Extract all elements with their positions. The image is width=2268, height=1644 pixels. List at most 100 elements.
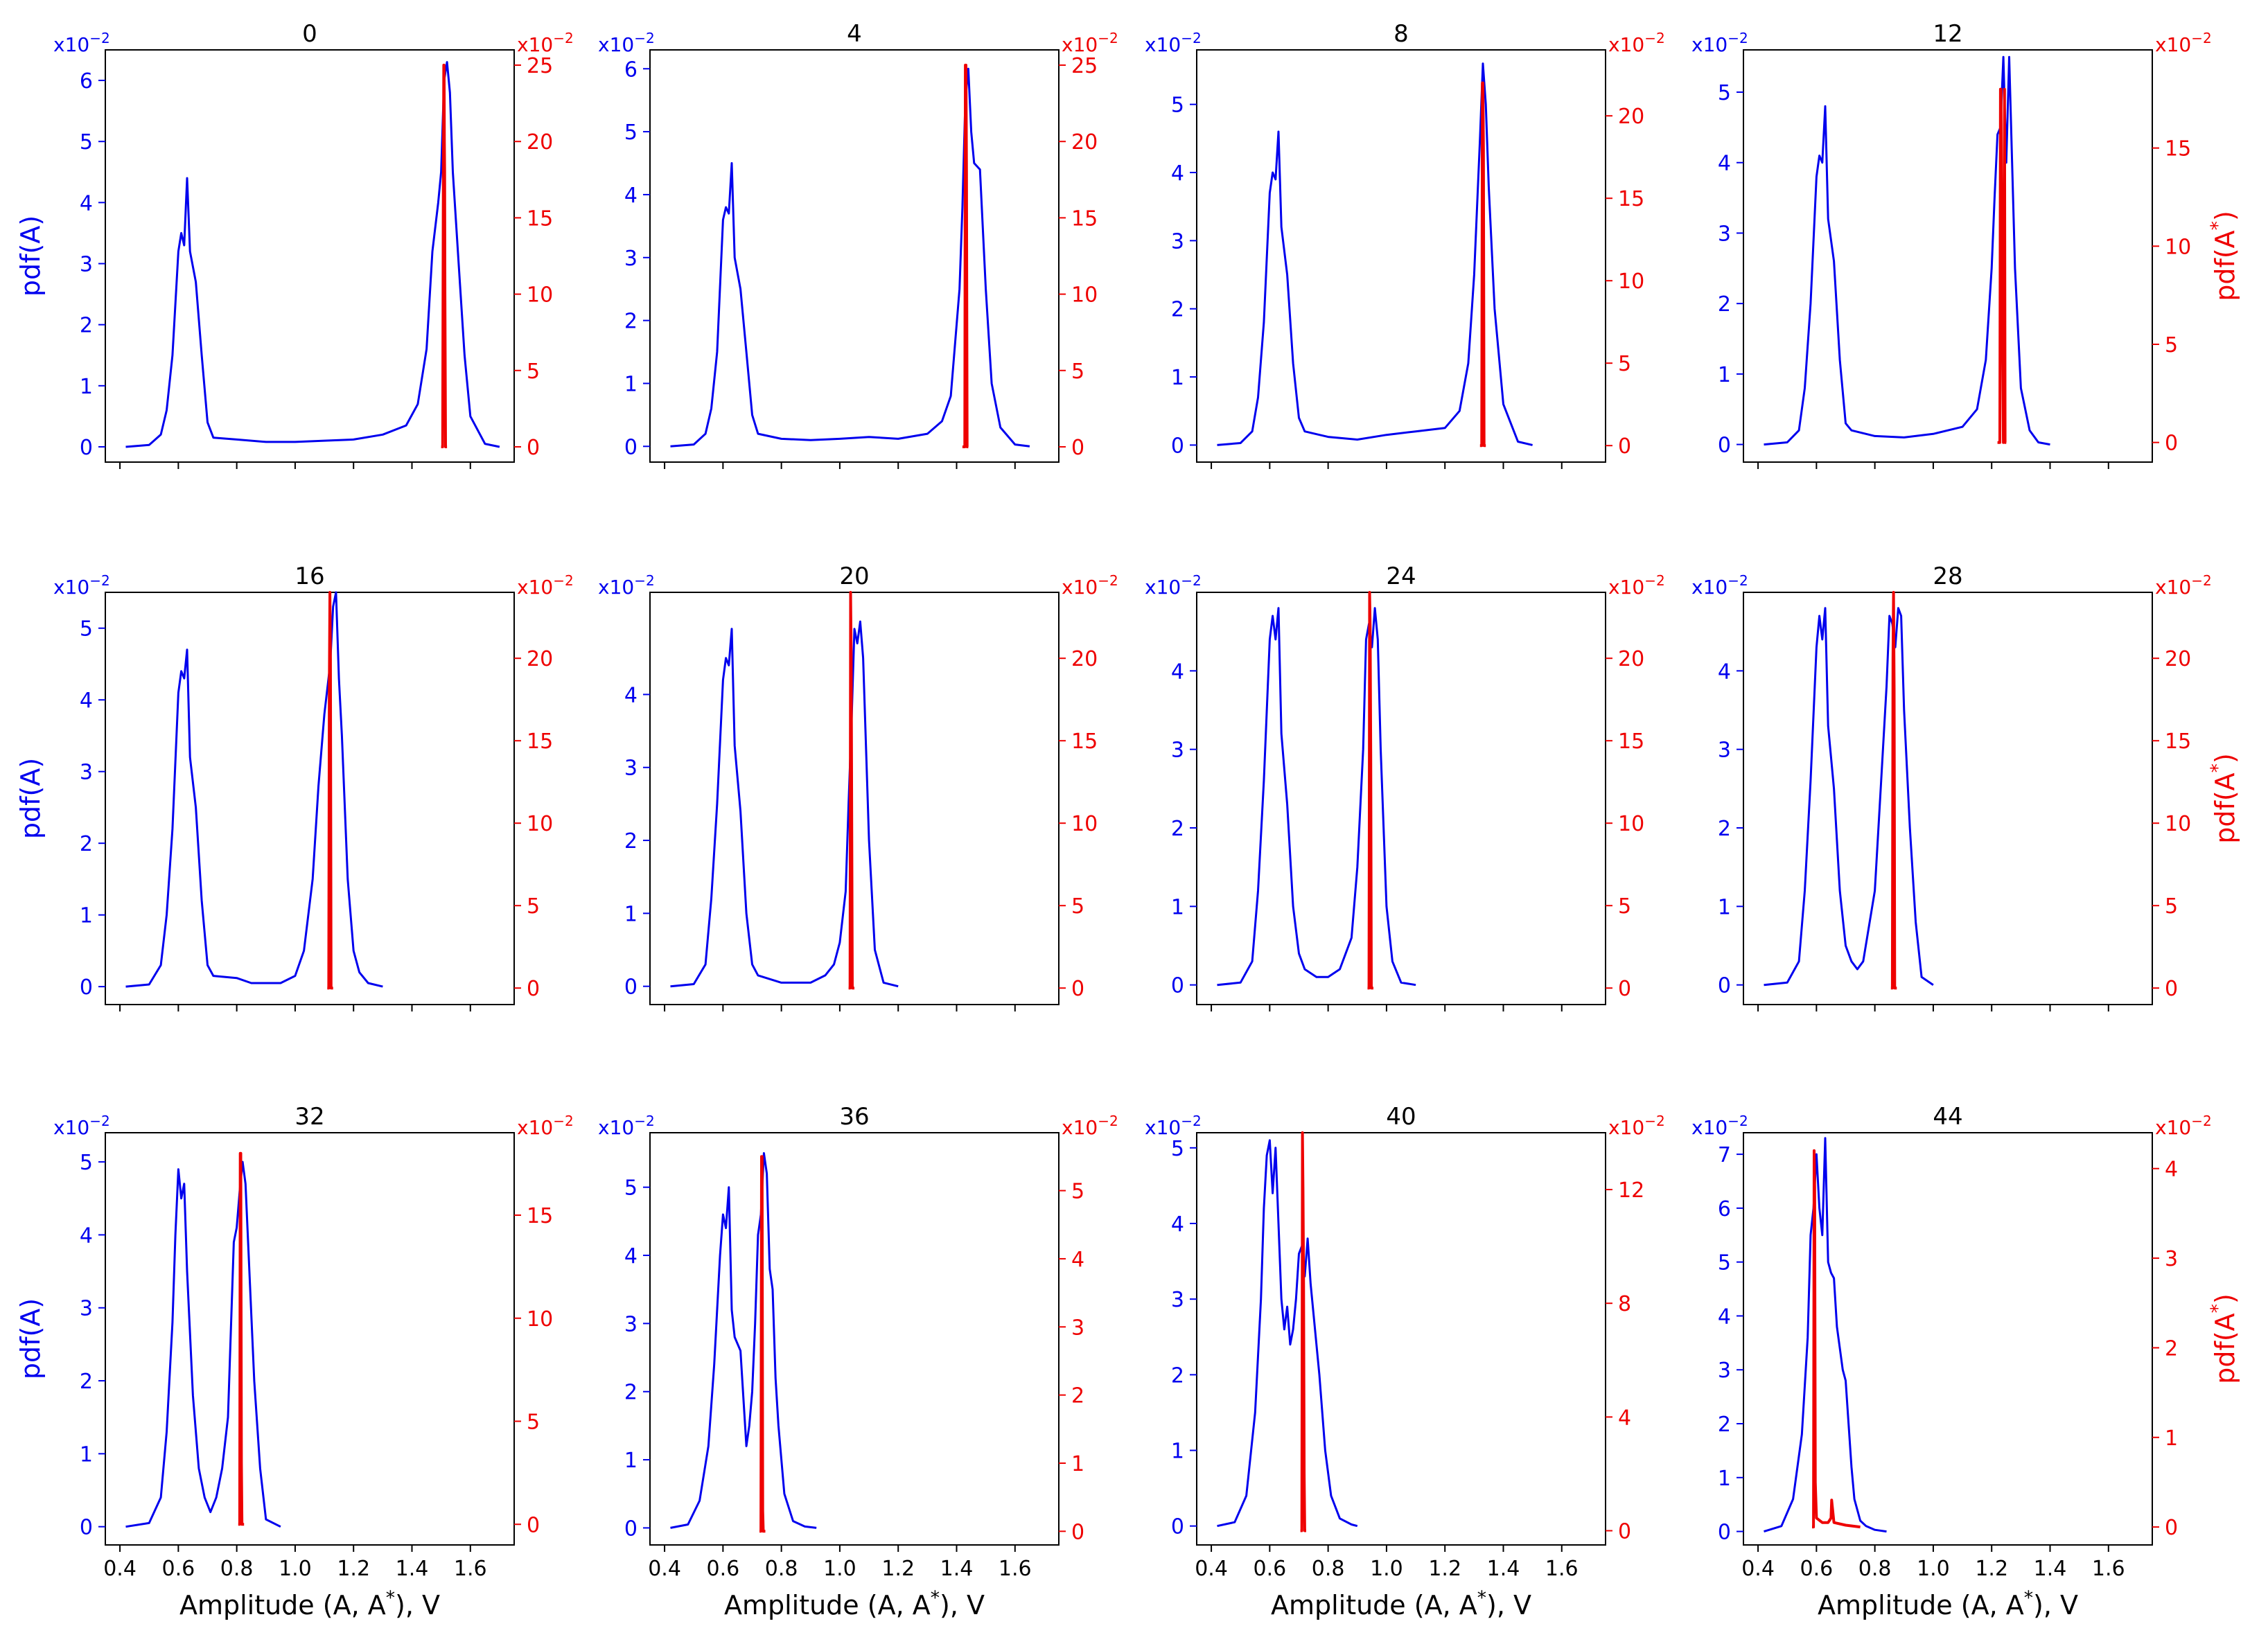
x-tick-label: 1.2 bbox=[881, 1557, 915, 1581]
right-tick-label: 10 bbox=[527, 283, 553, 308]
subplot-title: 24 bbox=[1386, 563, 1416, 590]
left-tick-label: 0 bbox=[80, 436, 93, 460]
series-line-pdf-A-star bbox=[1300, 1131, 1306, 1532]
x-tick-label: 0.6 bbox=[161, 1557, 195, 1581]
right-tick-label: 1 bbox=[1071, 1452, 1084, 1476]
right-tick-label: 5 bbox=[1071, 1180, 1084, 1204]
x-tick-label: 1.0 bbox=[279, 1557, 312, 1581]
left-tick-label: 3 bbox=[1171, 1288, 1184, 1312]
right-scale-label: x10−2 bbox=[1062, 30, 1118, 56]
subplot-title: 28 bbox=[1933, 563, 1962, 590]
x-tick-label: 1.6 bbox=[999, 1557, 1032, 1581]
x-axis-label: Amplitude (A, A*), V bbox=[724, 1587, 985, 1621]
series-line-pdf-A bbox=[1217, 62, 1533, 446]
left-tick-label: 2 bbox=[80, 314, 93, 338]
right-tick-label: 0 bbox=[2165, 1516, 2178, 1540]
left-tick-label: 4 bbox=[80, 689, 93, 713]
right-tick-label: 0 bbox=[527, 436, 540, 460]
left-tick-label: 1 bbox=[624, 902, 638, 926]
plot-frame bbox=[1743, 49, 2153, 463]
left-tick-label: 1 bbox=[80, 1442, 93, 1467]
right-tick-label: 15 bbox=[527, 730, 553, 754]
right-scale-label: x10−2 bbox=[1608, 572, 1665, 599]
left-tick-label: 1 bbox=[80, 904, 93, 928]
right-tick-label: 5 bbox=[527, 1411, 540, 1435]
left-tick-label: 4 bbox=[624, 184, 638, 208]
left-tick-label: 4 bbox=[1718, 1305, 1731, 1329]
x-tick-label: 0.6 bbox=[1253, 1557, 1286, 1581]
right-tick-label: 5 bbox=[2165, 894, 2178, 919]
right-tick-label: 0 bbox=[1618, 977, 1631, 1001]
right-tick-label: 20 bbox=[1618, 647, 1644, 671]
left-tick-label: 4 bbox=[1171, 161, 1184, 186]
subplot-16: 16 0 1 2 3 4 5 0 5 10 15 20 x10−2 x10−2 pdf(A) bbox=[15, 563, 574, 1011]
series-line-pdf-A bbox=[1217, 1139, 1358, 1528]
x-tick-label: 1.2 bbox=[1975, 1557, 2008, 1581]
subplot-8: 8 0 1 2 3 4 5 0 5 10 15 20 x10−2 x10−2 bbox=[1145, 20, 1665, 469]
left-tick-label: 5 bbox=[624, 1176, 638, 1201]
right-scale-label: x10−2 bbox=[1062, 572, 1118, 599]
x-tick-label: 1.6 bbox=[2092, 1557, 2125, 1581]
right-tick-label: 2 bbox=[1071, 1384, 1084, 1408]
x-tick-label: 1.2 bbox=[1428, 1557, 1461, 1581]
left-tick-label: 4 bbox=[1171, 660, 1184, 684]
right-tick-label: 12 bbox=[1618, 1178, 1644, 1203]
left-scale-label: x10−2 bbox=[598, 572, 655, 599]
series-line-pdf-A-star bbox=[1367, 591, 1373, 990]
x-tick-label: 1.4 bbox=[2034, 1557, 2067, 1581]
left-tick-label: 3 bbox=[1171, 229, 1184, 254]
left-tick-label: 2 bbox=[624, 1381, 638, 1405]
left-tick-label: 2 bbox=[1718, 817, 1731, 841]
left-tick-label: 3 bbox=[624, 757, 638, 781]
series-line-pdf-A bbox=[1217, 607, 1416, 987]
left-tick-label: 3 bbox=[624, 1312, 638, 1336]
series-line-pdf-A-star bbox=[238, 1151, 245, 1526]
x-tick-label: 1.4 bbox=[396, 1557, 429, 1581]
series-line-pdf-A bbox=[125, 1160, 281, 1528]
left-scale-label: x10−2 bbox=[53, 572, 110, 599]
left-tick-label: 4 bbox=[1718, 660, 1731, 684]
right-tick-label: 20 bbox=[527, 130, 553, 154]
x-axis-label: Amplitude (A, A*), V bbox=[1271, 1587, 1531, 1621]
left-axis-label: pdf(A) bbox=[15, 1298, 46, 1379]
x-tick-label: 1.2 bbox=[337, 1557, 370, 1581]
right-tick-label: 0 bbox=[1071, 977, 1084, 1001]
subplot-title: 4 bbox=[847, 20, 862, 48]
subplot-28: 28 0 1 2 3 4 0 5 10 15 20 x10−2 x10−2 pdf(A*) bbox=[1691, 563, 2240, 1011]
right-scale-label: x10−2 bbox=[1062, 1113, 1118, 1139]
right-tick-label: 5 bbox=[2165, 333, 2178, 357]
x-axis-label: Amplitude (A, A*), V bbox=[179, 1587, 440, 1621]
series-line-pdf-A bbox=[1764, 1137, 1887, 1533]
right-tick-label: 25 bbox=[527, 54, 553, 78]
right-tick-label: 0 bbox=[2165, 432, 2178, 456]
right-tick-label: 20 bbox=[527, 647, 553, 671]
left-tick-label: 6 bbox=[624, 58, 638, 82]
x-tick-label: 1.4 bbox=[1487, 1557, 1520, 1581]
x-tick-label: 1.4 bbox=[940, 1557, 974, 1581]
right-tick-label: 10 bbox=[1618, 812, 1644, 836]
right-scale-label: x10−2 bbox=[1608, 30, 1665, 56]
left-tick-label: 1 bbox=[624, 372, 638, 396]
left-tick-label: 3 bbox=[1718, 222, 1731, 246]
x-tick-label: 0.6 bbox=[706, 1557, 739, 1581]
right-tick-label: 15 bbox=[1071, 206, 1098, 231]
left-tick-label: 5 bbox=[1718, 81, 1731, 105]
series-line-pdf-A-star bbox=[327, 591, 333, 990]
right-scale-label: x10−2 bbox=[517, 1113, 574, 1139]
right-tick-label: 15 bbox=[2165, 137, 2191, 161]
series-line-pdf-A-star bbox=[1812, 1149, 1861, 1529]
left-tick-label: 2 bbox=[624, 829, 638, 854]
left-scale-label: x10−2 bbox=[53, 1113, 110, 1139]
left-tick-label: 0 bbox=[624, 435, 638, 459]
subplot-title: 8 bbox=[1394, 20, 1409, 48]
plot-frame bbox=[1196, 592, 1606, 1005]
series-line-pdf-A bbox=[670, 67, 1030, 448]
left-tick-label: 0 bbox=[80, 975, 93, 1000]
right-tick-label: 10 bbox=[2165, 235, 2191, 259]
x-tick-label: 0.4 bbox=[1195, 1557, 1228, 1581]
x-tick-label: 1.0 bbox=[1917, 1557, 1950, 1581]
right-tick-label: 1 bbox=[2165, 1426, 2178, 1451]
series-line-pdf-A-star bbox=[441, 64, 448, 448]
